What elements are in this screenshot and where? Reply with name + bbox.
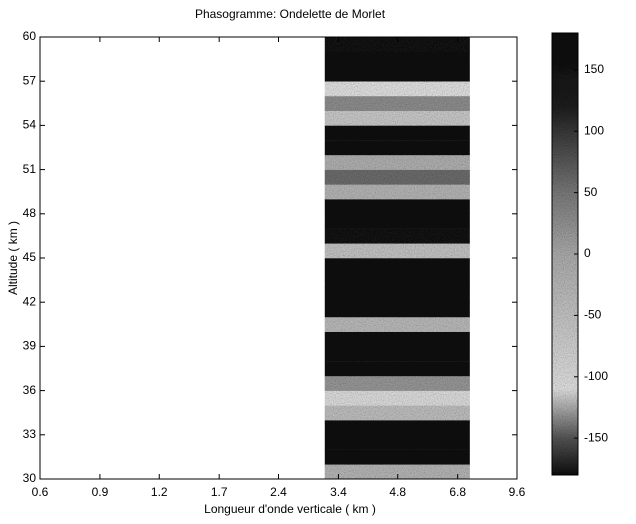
y-tick-label: 45 — [23, 250, 37, 264]
colorbar — [552, 33, 578, 475]
heatmap-cell — [324, 331, 470, 347]
colorbar-tick-label: 50 — [584, 185, 598, 199]
colorbar-tick-label: -150 — [584, 430, 608, 444]
y-tick-label: 48 — [23, 206, 37, 220]
heatmap-cell — [324, 258, 470, 274]
colorbar-tick-label: 0 — [584, 246, 591, 260]
x-tick-label: 1.7 — [211, 485, 228, 499]
heatmap-cell — [324, 228, 470, 244]
y-tick-label: 30 — [23, 471, 37, 485]
x-tick-label: 2.4 — [270, 485, 287, 499]
colorbar-tick-label: -100 — [584, 369, 608, 383]
x-tick-label: 6.8 — [449, 485, 466, 499]
x-tick-label: 0.9 — [92, 485, 109, 499]
y-tick-label: 51 — [23, 162, 37, 176]
heatmap-cell — [324, 66, 470, 82]
heatmap-cell — [324, 199, 470, 215]
heatmap-cell — [324, 81, 470, 97]
heatmap-cell — [324, 449, 470, 465]
colorbar-tick-label: 100 — [584, 123, 604, 137]
x-tick-label: 3.4 — [330, 485, 347, 499]
y-tick-label: 39 — [23, 339, 37, 353]
heatmap-cell — [324, 302, 470, 318]
heatmap — [324, 37, 470, 480]
heatmap-cell — [324, 361, 470, 377]
y-tick-label: 60 — [23, 29, 37, 43]
heatmap-cell — [324, 464, 470, 480]
heatmap-cell — [324, 405, 470, 421]
x-axis-label: Longueur d'onde verticale ( km ) — [204, 502, 376, 516]
colorbar-tick-label: 150 — [584, 62, 604, 76]
heatmap-cell — [324, 125, 470, 141]
y-tick-label: 33 — [23, 427, 37, 441]
heatmap-cell — [324, 316, 470, 332]
y-axis-label: Altitude ( km ) — [6, 221, 20, 295]
heatmap-cell — [324, 140, 470, 156]
heatmap-cell — [324, 95, 470, 111]
y-tick-label: 42 — [23, 294, 37, 308]
x-tick-label: 4.8 — [389, 485, 406, 499]
heatmap-cell — [324, 434, 470, 450]
heatmap-cell — [324, 375, 470, 391]
heatmap-cell — [324, 346, 470, 362]
heatmap-cell — [324, 110, 470, 126]
heatmap-cell — [324, 287, 470, 303]
colorbar-tick-label: -50 — [584, 308, 602, 322]
heatmap-cell — [324, 51, 470, 67]
x-tick-label: 1.2 — [151, 485, 168, 499]
heatmap-cell — [324, 37, 470, 53]
y-tick-label: 36 — [23, 383, 37, 397]
heatmap-cell — [324, 272, 470, 288]
chart-title: Phasogramme: Ondelette de Morlet — [195, 7, 386, 21]
heatmap-cell — [324, 243, 470, 259]
y-tick-label: 57 — [23, 73, 37, 87]
y-tick-label: 54 — [23, 118, 37, 132]
heatmap-cell — [324, 390, 470, 406]
heatmap-cell — [324, 184, 470, 200]
heatmap-cell — [324, 169, 470, 185]
heatmap-cell — [324, 420, 470, 436]
x-tick-label: 9.6 — [509, 485, 526, 499]
heatmap-cell — [324, 213, 470, 229]
x-tick-label: 0.6 — [32, 485, 49, 499]
heatmap-cell — [324, 154, 470, 170]
